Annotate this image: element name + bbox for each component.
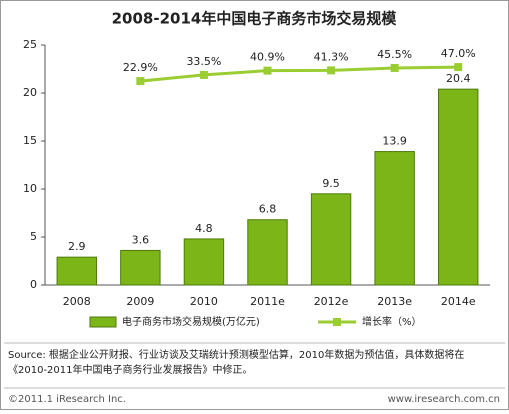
line (140, 65, 459, 83)
data-label: 20.4 (446, 72, 471, 85)
bar (56, 256, 97, 286)
point (263, 66, 272, 75)
footer: www.iresearch.com.cn (388, 394, 500, 405)
bar (183, 238, 225, 286)
x-tick-label: 2014e (441, 295, 476, 308)
bar (438, 88, 479, 286)
x-tick-label: 2011e (250, 295, 285, 308)
chart-title: 2008-2014年中国电子商务市场交易规模 (112, 10, 398, 28)
point (136, 77, 145, 86)
footer: ©2011.1 iResearch Inc. (8, 394, 126, 405)
legend-swatch (89, 316, 117, 328)
y-tick-label: 25 (23, 38, 37, 51)
data-label: 9.5 (322, 177, 340, 190)
x-tick-label: 2010 (190, 295, 218, 308)
point (390, 63, 399, 72)
bar (247, 219, 288, 286)
legend-label: 增长率（%） (362, 315, 422, 328)
data-label: 45.5% (377, 48, 412, 61)
data-label: 2.9 (68, 240, 86, 253)
data-label: 33.5% (186, 55, 221, 68)
point (199, 70, 208, 79)
legend-swatch (333, 318, 341, 326)
y-tick-label: 0 (30, 278, 37, 291)
data-label: 47.0% (441, 47, 476, 60)
x-tick-label: 2012e (314, 295, 349, 308)
source: Source: 根据企业公开财报、行业访谈及艾瑞统计预测模型估算，2010年数据… (8, 348, 464, 361)
y-tick-label: 15 (23, 134, 37, 147)
bar (120, 249, 161, 286)
bar (374, 151, 415, 286)
point (327, 66, 336, 75)
y-tick-label: 10 (23, 182, 37, 195)
point (454, 63, 463, 72)
bar (310, 193, 352, 286)
data-label: 22.9% (123, 61, 158, 74)
data-label: 13.9 (382, 135, 407, 148)
data-label: 3.6 (132, 233, 150, 246)
legend-label: 电子商务市场交易规模(万亿元) (122, 315, 260, 328)
data-label: 4.8 (195, 222, 213, 235)
data-label: 6.8 (259, 203, 277, 216)
data-label: 41.3% (314, 50, 349, 63)
x-tick-label: 2013e (377, 295, 412, 308)
data-label: 40.9% (250, 51, 285, 64)
y-tick-label: 5 (30, 230, 37, 243)
x-tick-label: 2008 (63, 295, 91, 308)
y-tick-label: 20 (23, 86, 37, 99)
x-tick-label: 2009 (126, 295, 154, 308)
source: 《2010-2011年中国电子商务行业发展报告》中修正。 (8, 363, 253, 376)
